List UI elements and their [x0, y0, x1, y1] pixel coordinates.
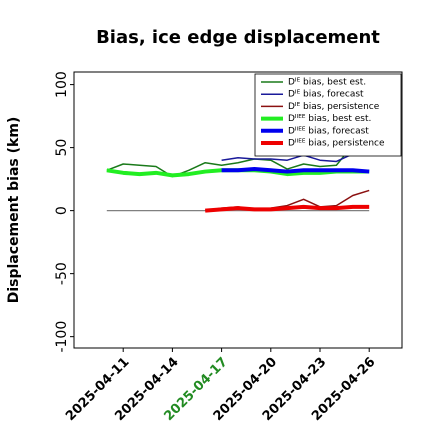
y-tick-label: 50	[54, 139, 70, 157]
y-axis-label: Displacement bias (km)	[6, 117, 22, 304]
plot-area	[73, 71, 403, 349]
series-line	[221, 153, 354, 163]
legend-label: Dᴵᴱ bias, best est.	[288, 78, 366, 88]
legend-label: Dᴵᴵᴱᴱ bias, best est.	[288, 114, 371, 124]
chart-title: Bias, ice edge displacement	[96, 27, 380, 48]
legend-label: Dᴵᴱ bias, persistence	[288, 102, 380, 112]
series-line	[205, 204, 370, 213]
series-line	[106, 144, 354, 178]
series-line	[221, 167, 370, 174]
y-tick-label: -100	[54, 321, 70, 353]
y-tick-label: -50	[54, 262, 70, 285]
legend-label: Dᴵᴱ bias, forecast	[288, 90, 364, 100]
legend-label: Dᴵᴵᴱᴱ bias, persistence	[288, 139, 385, 149]
y-tick-label: 0	[54, 206, 70, 215]
legend-label: Dᴵᴵᴱᴱ bias, forecast	[288, 126, 369, 136]
y-tick-label: 100	[54, 71, 70, 98]
